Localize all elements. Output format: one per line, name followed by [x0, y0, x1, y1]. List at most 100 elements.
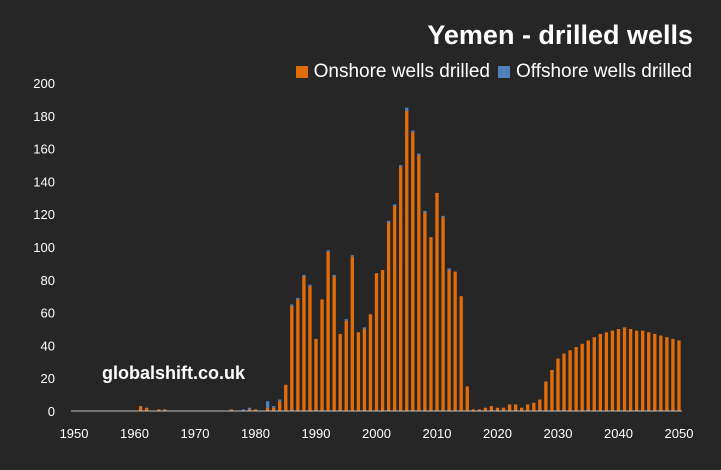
bar-offshore-2004: [399, 165, 403, 167]
bar-onshore-2003: [392, 206, 397, 411]
bar-onshore-1986: [290, 306, 294, 411]
bar-onshore-2041: [622, 327, 627, 411]
bar-onshore-2005: [405, 110, 409, 411]
x-tick-label-1950: 1950: [60, 426, 89, 441]
legend-swatch-offshore: [497, 66, 510, 78]
y-tick-label-20: 20: [41, 371, 55, 386]
bar-onshore-2016: [471, 409, 475, 411]
bar-onshore-1996: [350, 256, 354, 411]
bar-onshore-2035: [586, 340, 590, 411]
bar-offshore-2008: [423, 210, 427, 213]
bar-onshore-1961: [138, 406, 143, 411]
x-tick-label-2040: 2040: [604, 426, 633, 441]
bar-onshore-2029: [550, 370, 554, 411]
bar-onshore-2000: [374, 273, 379, 411]
bar-onshore-2008: [423, 212, 427, 411]
y-tick-label-140: 140: [33, 174, 55, 189]
bar-onshore-2040: [616, 329, 621, 411]
legend-label-onshore: Onshore wells drilled: [313, 61, 490, 82]
bar-onshore-2009: [429, 237, 433, 411]
bar-onshore-1983: [271, 407, 276, 411]
bar-offshore-1998: [362, 327, 367, 329]
bar-offshore-1982: [265, 401, 270, 408]
bar-onshore-2033: [574, 347, 578, 411]
bar-offshore-1979: [247, 407, 252, 410]
bar-onshore-2046: [653, 333, 657, 411]
bar-onshore-2031: [562, 353, 566, 411]
bar-onshore-2024: [520, 407, 524, 411]
bar-onshore-2011: [441, 217, 445, 411]
y-tick-label-120: 120: [33, 207, 55, 222]
x-tick-label-2010: 2010: [423, 426, 452, 441]
bar-offshore-2002: [386, 220, 391, 223]
bar-onshore-2036: [592, 337, 596, 411]
bar-onshore-2001: [380, 269, 385, 411]
bar-onshore-2048: [665, 337, 669, 411]
bar-offshore-1988: [302, 274, 306, 277]
bar-offshore-2011: [441, 215, 445, 218]
bar-offshore-2003: [392, 204, 397, 206]
bar-onshore-2017: [477, 409, 482, 411]
bar-offshore-1989: [308, 284, 312, 287]
bar-offshore-1993: [332, 274, 336, 277]
bar-onshore-2019: [489, 406, 494, 411]
x-tick-label-1970: 1970: [181, 426, 210, 441]
bar-onshore-1984: [278, 401, 282, 411]
bar-onshore-1995: [344, 320, 348, 411]
bar-onshore-2045: [647, 332, 651, 411]
bar-onshore-2030: [556, 358, 560, 411]
bar-onshore-2047: [659, 335, 663, 411]
legend-label-offshore: Offshore wells drilled: [515, 61, 692, 82]
y-tick-label-200: 200: [33, 76, 55, 91]
bar-offshore-2012: [447, 268, 451, 270]
bar-onshore-2020: [495, 407, 500, 411]
bar-onshore-2039: [610, 330, 615, 411]
x-tick-label-2000: 2000: [362, 426, 391, 441]
bar-onshore-1988: [302, 276, 306, 411]
x-tick-label-1990: 1990: [302, 426, 331, 441]
bar-offshore-2007: [417, 153, 421, 156]
bar-onshore-1994: [338, 333, 342, 411]
bar-onshore-2015: [465, 386, 469, 411]
bar-onshore-1993: [332, 276, 336, 411]
bar-onshore-2004: [399, 166, 403, 411]
bar-onshore-2012: [447, 269, 451, 411]
legend-item-onshore: Onshore wells drilled: [295, 61, 490, 83]
y-tick-label-100: 100: [33, 240, 55, 255]
y-tick-label-160: 160: [33, 142, 55, 157]
y-tick-label-180: 180: [33, 109, 55, 124]
bar-onshore-2027: [538, 399, 542, 411]
legend-swatch-onshore: [295, 66, 308, 78]
y-tick-label-60: 60: [41, 306, 55, 321]
bar-onshore-2042: [628, 329, 633, 411]
bar-onshore-1982: [265, 407, 270, 411]
chart-title: Yemen - drilled wells: [427, 20, 693, 50]
bar-onshore-1976: [229, 409, 233, 411]
bar-onshore-1962: [144, 407, 149, 411]
watermark-text: globalshift.co.uk: [102, 363, 246, 383]
bars-layer: [138, 107, 681, 411]
x-tick-label-2020: 2020: [483, 426, 512, 441]
bar-onshore-2049: [671, 338, 675, 411]
bar-onshore-1999: [368, 314, 373, 411]
bar-onshore-2038: [604, 332, 609, 411]
bar-onshore-1990: [314, 338, 318, 411]
bar-onshore-2028: [544, 381, 548, 411]
bar-onshore-2018: [483, 407, 488, 411]
bar-onshore-2002: [386, 222, 391, 411]
bar-offshore-1986: [290, 304, 294, 307]
bar-onshore-1997: [356, 332, 361, 411]
bar-offshore-1992: [326, 250, 330, 252]
bar-onshore-2025: [526, 404, 530, 411]
bar-offshore-2005: [405, 107, 409, 111]
bar-onshore-2007: [417, 155, 421, 411]
bar-offshore-1978: [241, 409, 246, 411]
bar-offshore-1984: [278, 399, 282, 402]
bar-onshore-1979: [247, 409, 252, 411]
bar-onshore-1992: [326, 251, 330, 411]
bar-onshore-2032: [568, 350, 572, 411]
bar-onshore-2022: [507, 404, 512, 411]
bar-onshore-1989: [308, 286, 312, 411]
y-tick-label-40: 40: [41, 338, 55, 353]
